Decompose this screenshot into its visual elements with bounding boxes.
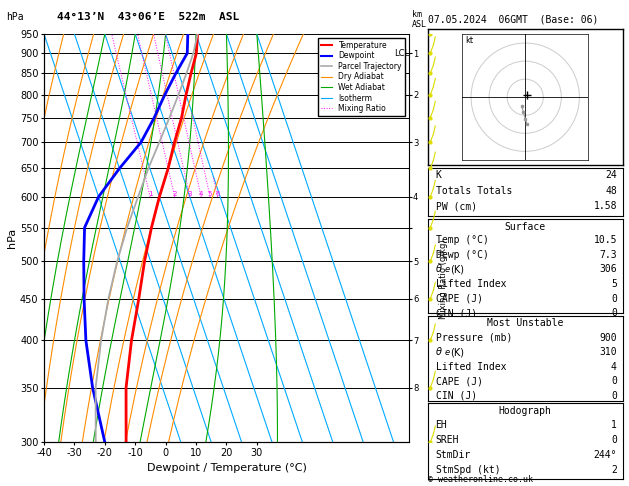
- Text: 07.05.2024  06GMT  (Base: 06): 07.05.2024 06GMT (Base: 06): [428, 15, 598, 25]
- Text: 0: 0: [611, 435, 617, 445]
- Text: 6: 6: [215, 191, 220, 197]
- Text: LCL: LCL: [394, 49, 409, 58]
- Text: e: e: [444, 265, 449, 274]
- Y-axis label: hPa: hPa: [7, 228, 17, 248]
- Text: K: K: [435, 170, 442, 180]
- Text: 0: 0: [611, 308, 617, 318]
- Text: 4: 4: [611, 362, 617, 372]
- X-axis label: Dewpoint / Temperature (°C): Dewpoint / Temperature (°C): [147, 463, 306, 473]
- Text: 1.58: 1.58: [593, 201, 617, 211]
- Text: e: e: [444, 348, 449, 357]
- Legend: Temperature, Dewpoint, Parcel Trajectory, Dry Adiabat, Wet Adiabat, Isotherm, Mi: Temperature, Dewpoint, Parcel Trajectory…: [318, 38, 405, 116]
- Text: © weatheronline.co.uk: © weatheronline.co.uk: [428, 474, 533, 484]
- Text: 7.3: 7.3: [599, 249, 617, 260]
- Text: 5: 5: [208, 191, 212, 197]
- Text: 5: 5: [611, 279, 617, 289]
- Text: 24: 24: [605, 170, 617, 180]
- Text: StmSpd (kt): StmSpd (kt): [435, 465, 500, 475]
- Text: EH: EH: [435, 420, 447, 430]
- Text: CAPE (J): CAPE (J): [435, 376, 482, 386]
- Text: kt: kt: [465, 36, 474, 45]
- Text: Pressure (mb): Pressure (mb): [435, 333, 512, 343]
- Text: 1: 1: [611, 420, 617, 430]
- Text: StmDir: StmDir: [435, 450, 470, 460]
- Text: (K): (K): [450, 347, 464, 357]
- Text: km
ASL: km ASL: [412, 10, 427, 29]
- Text: CIN (J): CIN (J): [435, 391, 477, 401]
- Text: 10.5: 10.5: [593, 235, 617, 245]
- Text: 244°: 244°: [593, 450, 617, 460]
- Text: Lifted Index: Lifted Index: [435, 362, 506, 372]
- Text: (K): (K): [450, 264, 464, 274]
- Text: θ: θ: [435, 264, 442, 274]
- Text: 900: 900: [599, 333, 617, 343]
- Text: CIN (J): CIN (J): [435, 308, 477, 318]
- Text: Totals Totals: Totals Totals: [435, 186, 512, 196]
- Text: 310: 310: [599, 347, 617, 357]
- Text: 1: 1: [148, 191, 152, 197]
- Text: 0: 0: [611, 376, 617, 386]
- Text: 306: 306: [599, 264, 617, 274]
- Text: 48: 48: [605, 186, 617, 196]
- Text: Mixing Ratio (g/kg): Mixing Ratio (g/kg): [439, 239, 448, 319]
- Text: 2: 2: [611, 465, 617, 475]
- Text: hPa: hPa: [6, 12, 24, 22]
- Text: Temp (°C): Temp (°C): [435, 235, 488, 245]
- Text: 0: 0: [611, 391, 617, 401]
- Text: Most Unstable: Most Unstable: [487, 318, 564, 329]
- Text: Hodograph: Hodograph: [499, 406, 552, 416]
- Text: Lifted Index: Lifted Index: [435, 279, 506, 289]
- Text: Surface: Surface: [504, 222, 546, 231]
- Text: PW (cm): PW (cm): [435, 201, 477, 211]
- Text: 44°13’N  43°06’E  522m  ASL: 44°13’N 43°06’E 522m ASL: [57, 12, 239, 22]
- Text: 2: 2: [172, 191, 177, 197]
- Text: Dewp (°C): Dewp (°C): [435, 249, 488, 260]
- Text: 0: 0: [611, 294, 617, 304]
- Text: 3: 3: [187, 191, 192, 197]
- Text: SREH: SREH: [435, 435, 459, 445]
- Text: 4: 4: [199, 191, 203, 197]
- Text: θ: θ: [435, 347, 442, 357]
- Text: CAPE (J): CAPE (J): [435, 294, 482, 304]
